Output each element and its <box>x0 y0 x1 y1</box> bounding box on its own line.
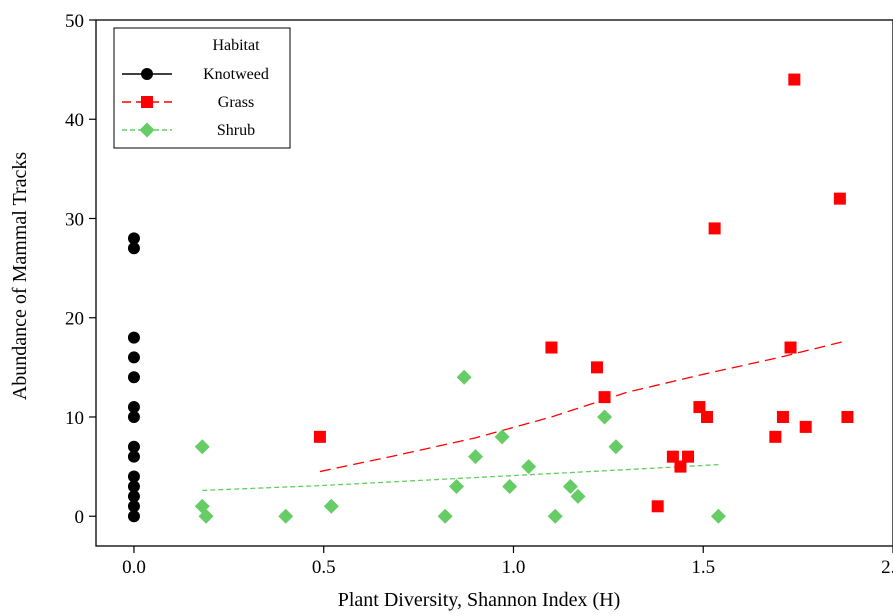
grass-point <box>666 450 679 463</box>
y-tick-label: 20 <box>65 309 84 330</box>
grass-point <box>788 73 801 86</box>
legend-marker-knotweed <box>141 68 153 80</box>
shrub-point <box>278 508 294 524</box>
plot-area-frame <box>95 19 893 547</box>
shrub-point <box>198 508 214 524</box>
grass-point <box>776 410 789 423</box>
grass-fit-line <box>319 340 844 473</box>
knotweed-point <box>127 500 140 513</box>
knotweed-point <box>127 410 140 423</box>
knotweed-point <box>127 450 140 463</box>
knotweed-point <box>127 510 140 523</box>
x-axis: 0.0 0.5 1.0 1.5 2.0 <box>122 546 893 578</box>
data-points <box>127 73 854 524</box>
y-tick-label: 30 <box>65 209 84 230</box>
shrub-point <box>608 439 624 455</box>
legend-label-shrub: Shrub <box>217 122 255 139</box>
legend: Habitat Knotweed Grass Shrub <box>113 27 291 149</box>
grass-point <box>833 192 846 205</box>
shrub-point <box>449 478 465 494</box>
y-axis: 0 10 20 30 40 50 <box>65 11 96 528</box>
y-tick-label: 0 <box>75 507 85 528</box>
knotweed-point <box>127 242 140 255</box>
shrub-point <box>456 369 472 385</box>
grass-point <box>545 341 558 354</box>
x-tick-label: 0.0 <box>122 557 146 578</box>
shrub-point <box>194 439 210 455</box>
knotweed-point <box>127 490 140 503</box>
grass-point <box>841 410 854 423</box>
x-axis-title: Plant Diversity, Shannon Index (H) <box>338 589 621 611</box>
shrub-point <box>570 488 586 504</box>
shrub-point <box>502 478 518 494</box>
knotweed-point <box>127 371 140 384</box>
shrub-point <box>547 508 563 524</box>
grass-point <box>590 361 603 374</box>
grass-point <box>769 430 782 443</box>
shrub-point <box>521 459 537 475</box>
y-tick-label: 40 <box>65 110 84 131</box>
grass-point <box>682 450 695 463</box>
legend-marker-grass <box>141 96 153 108</box>
legend-label-knotweed: Knotweed <box>203 66 269 83</box>
shrub-point <box>710 508 726 524</box>
grass-point <box>784 341 797 354</box>
shrub-fit-line <box>202 463 719 492</box>
grass-point <box>693 401 706 414</box>
grass-point <box>651 500 664 513</box>
knotweed-point <box>127 232 140 245</box>
legend-label-grass: Grass <box>218 94 254 111</box>
shrub-point <box>562 478 578 494</box>
grass-point <box>313 430 326 443</box>
shrub-point <box>323 498 339 514</box>
y-axis-title: Abundance of Mammal Tracks <box>9 152 31 401</box>
shrub-point <box>468 449 484 465</box>
legend-marker-shrub <box>139 122 155 138</box>
legend-title: Habitat <box>212 37 260 54</box>
y-tick-label: 10 <box>65 408 84 429</box>
shrub-point <box>437 508 453 524</box>
knotweed-point <box>127 470 140 483</box>
knotweed-point <box>127 401 140 414</box>
knotweed-point <box>127 331 140 344</box>
grass-point <box>701 410 714 423</box>
grass-point <box>598 391 611 404</box>
x-tick-label: 2.0 <box>881 557 893 578</box>
x-tick-label: 1.5 <box>691 557 715 578</box>
knotweed-point <box>127 440 140 453</box>
grass-point <box>674 460 687 473</box>
y-tick-label: 50 <box>65 11 84 32</box>
grass-point <box>708 222 721 235</box>
shrub-point <box>494 429 510 445</box>
grass-point <box>799 420 812 433</box>
knotweed-point <box>127 480 140 493</box>
knotweed-point <box>127 351 140 364</box>
x-tick-label: 1.0 <box>502 557 526 578</box>
x-tick-label: 0.5 <box>312 557 336 578</box>
shrub-point <box>597 409 613 425</box>
fit-lines <box>202 340 844 492</box>
